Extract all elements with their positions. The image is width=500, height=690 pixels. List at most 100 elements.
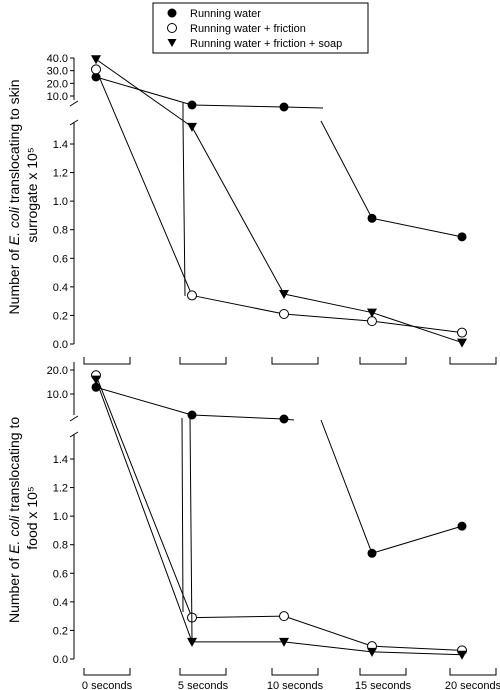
x-category-bracket: [83, 357, 131, 365]
series-line-segment: [371, 312, 463, 344]
x-category-bracket: [271, 668, 319, 676]
y-tick-label: 1.2: [53, 168, 68, 180]
y-tick-label: 1.0: [53, 511, 68, 523]
data-point-running-water: [367, 213, 377, 223]
x-category-bracket: [449, 357, 497, 365]
legend-label-running-water-friction: Running water + friction: [190, 23, 306, 35]
y-tick-label: 10.0: [47, 91, 68, 103]
data-point-running-water-friction-soap: [457, 338, 467, 348]
data-point-running-water: [457, 521, 467, 531]
bottom-y-axis-label-line1: Number of E. coli translocating to: [6, 417, 22, 623]
series-line-segment: [182, 119, 186, 297]
series-line-segment: [95, 375, 193, 618]
bottom-chart: Number of E. coli translocating to food …: [6, 362, 500, 690]
y-tick-label: 0.8: [53, 225, 68, 237]
legend: Running water Running water + friction R…: [152, 2, 369, 54]
data-point-running-water-friction: [91, 64, 101, 75]
y-tick-label: 0.2: [53, 310, 68, 322]
series-line-segment: [95, 76, 193, 106]
data-point-running-water-friction: [457, 327, 467, 338]
y-tick-label: 20.0: [47, 78, 68, 90]
x-category-bracket: [179, 357, 227, 365]
series-line-segment: [283, 313, 373, 322]
series-line-segment: [95, 69, 193, 296]
y-tick-label: 0.6: [53, 253, 68, 265]
y-tick-label: 0.2: [53, 625, 68, 637]
series-line-segment: [320, 120, 373, 219]
series-line-segment: [371, 217, 463, 238]
top-series: [91, 55, 467, 348]
bottom-x-brackets: [83, 668, 497, 676]
y-tick-label: 0.4: [53, 282, 68, 294]
y-tick-label: 0.6: [53, 568, 68, 580]
x-tick-label: 5 seconds: [178, 680, 229, 690]
top-y-axis-label-line1: Number of E. coli translocating to skin: [6, 79, 22, 314]
data-point-running-water-friction-soap: [187, 637, 197, 647]
series-line-segment: [95, 386, 193, 416]
series-line-segment: [191, 126, 285, 295]
bottom-y-axis-label-line2: food x 10⁵: [24, 486, 40, 549]
x-category-bracket: [449, 668, 497, 676]
data-point-running-water-friction: [187, 290, 197, 301]
x-category-bracket: [179, 668, 227, 676]
x-category-bracket: [359, 357, 407, 365]
legend-box: [152, 2, 369, 54]
series-line-segment: [95, 379, 193, 643]
top-y-axis-label: Number of E. coli translocating to skin …: [6, 76, 40, 315]
y-tick-label: 1.4: [53, 139, 68, 151]
x-category-bracket: [359, 668, 407, 676]
data-point-running-water-friction-soap: [279, 290, 289, 299]
series-line-segment: [191, 104, 285, 108]
data-point-running-water: [187, 100, 197, 110]
y-tick-label: 0.0: [53, 339, 68, 351]
top-y-axis-label-line2: surrogate x 10⁵: [24, 147, 40, 242]
data-point-running-water-friction: [367, 316, 377, 327]
data-point-running-water-friction: [279, 611, 289, 622]
series-line-segment: [371, 645, 463, 651]
data-point-running-water-friction-soap: [91, 375, 101, 385]
series-line-segment: [191, 414, 285, 420]
data-point-running-water: [367, 548, 377, 558]
series-line-segment: [283, 106, 324, 109]
legend-label-running-water-friction-soap: Running water + friction + soap: [190, 38, 342, 50]
legend-marker-running-water-friction-soap: [167, 39, 177, 47]
series-line-segment: [371, 525, 463, 554]
x-tick-label: 15 seconds: [355, 680, 412, 690]
data-point-running-water-friction-soap: [279, 637, 289, 647]
y-tick-label: 10.0: [47, 389, 68, 401]
data-point-running-water: [457, 232, 467, 242]
axis-break-mark: [69, 415, 79, 422]
series-line-segment: [191, 615, 285, 619]
series-line-segment: [283, 641, 373, 653]
legend-label-running-water: Running water: [190, 8, 261, 20]
y-tick-label: 1.4: [53, 454, 68, 466]
y-tick-label: 20.0: [47, 365, 68, 377]
data-point-running-water-friction-soap: [367, 308, 377, 318]
x-category-bracket: [271, 357, 319, 365]
data-point-running-water: [279, 414, 289, 424]
top-y-axis: 0.0 0.2 0.4 0.6 0.8 1.0 1.2 1.4 10.020.030.040.0: [47, 53, 79, 351]
legend-marker-running-water-friction: [167, 23, 177, 33]
y-tick-label: 30.0: [47, 66, 68, 78]
series-line-segment: [191, 294, 285, 315]
series-line-segment: [283, 293, 373, 314]
series-line-segment: [95, 58, 193, 128]
x-tick-label: 0 seconds: [82, 680, 133, 690]
bottom-series: [91, 370, 467, 660]
series-line-segment: [371, 651, 463, 656]
x-axis-labels: 0 seconds 5 seconds 10 seconds 15 seconds 20…: [82, 680, 500, 690]
series-line-segment: [189, 417, 193, 641]
top-x-brackets: [83, 357, 497, 365]
legend-marker-running-water: [167, 8, 177, 18]
axis-break-mark: [69, 119, 79, 126]
series-line-segment: [371, 320, 463, 334]
top-chart: Number of E. coli translocating to skin …: [6, 53, 497, 365]
axis-break-mark: [69, 100, 79, 107]
series-line-segment: [283, 615, 373, 647]
bottom-y-axis-label: Number of E. coli translocating to food …: [6, 413, 40, 623]
data-point-running-water-friction-soap: [187, 122, 197, 132]
x-category-bracket: [83, 668, 131, 676]
y-tick-label: 1.0: [53, 196, 68, 208]
data-point-running-water-friction-soap: [367, 647, 377, 657]
